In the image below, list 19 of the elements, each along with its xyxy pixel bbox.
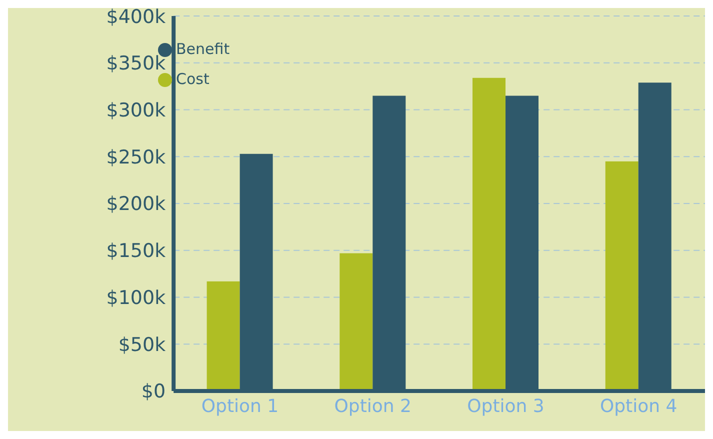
y-tick-label: $400k [106,6,166,28]
x-tick-label: Option 2 [334,396,412,417]
x-tick-label: Option 3 [467,396,544,417]
y-tick-label: $0 [141,380,166,403]
y-tick-label: $50k [118,334,166,356]
bar [605,161,638,391]
y-tick-label: $100k [106,286,166,309]
y-tick-label: $150k [106,240,166,262]
x-tick-label: Option 4 [600,396,678,417]
legend-label: Cost [176,70,210,88]
legend-label: Benefit [176,40,230,58]
y-tick-label: $250k [106,146,166,168]
y-tick-label: $350k [106,52,166,75]
y-tick-label: $300k [106,99,166,122]
bar [472,78,506,391]
y-tick-label: $200k [106,193,166,216]
bar [340,253,373,391]
bar [206,281,240,391]
x-tick-label: Option 1 [201,396,279,417]
